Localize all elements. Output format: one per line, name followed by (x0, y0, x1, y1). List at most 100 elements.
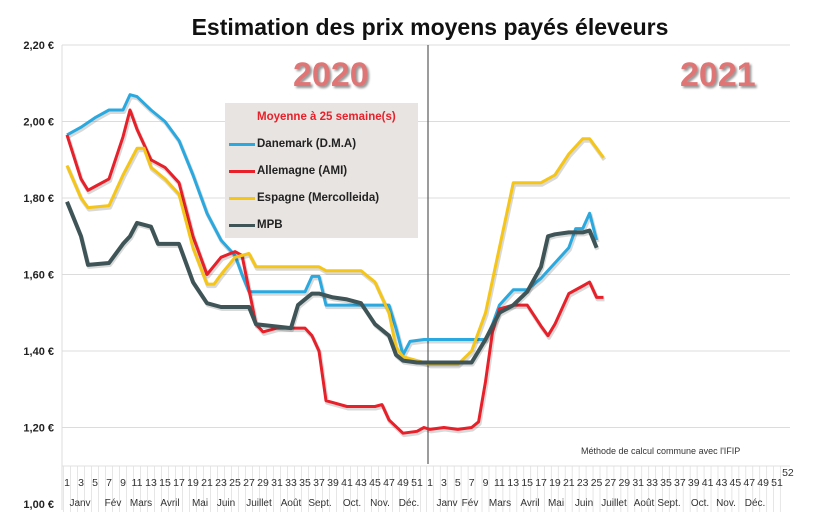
month-label: Oct. (691, 498, 709, 509)
month-label: Sept. (657, 498, 680, 509)
week-tick-label: 41 (702, 477, 714, 489)
week-tick-label: 31 (632, 477, 644, 489)
week-tick-label: 49 (757, 477, 769, 489)
week-tick-label: 33 (285, 477, 297, 489)
month-label: Avril (160, 498, 179, 509)
legend-swatch (229, 169, 255, 173)
week-tick-label: 33 (646, 477, 658, 489)
week-tick-label: 9 (120, 477, 126, 489)
series-line-allemagne (65, 108, 604, 435)
month-label: Juin (575, 498, 593, 509)
week-tick-label: 21 (201, 477, 213, 489)
week-tick-label: 29 (257, 477, 269, 489)
legend-label: Allemagne (AMI) (257, 165, 348, 177)
legend: Moyenne à 25 semaine(s) Danemark (D.M.A)… (225, 103, 418, 238)
month-label: Fév (105, 498, 122, 509)
y-tick-label: 1,80 € (23, 193, 54, 205)
week-tick-label: 19 (549, 477, 561, 489)
week-tick-label: 13 (145, 477, 157, 489)
week-tick-label: 11 (494, 477, 505, 489)
week-tick-label: 29 (618, 477, 630, 489)
week-tick-label: 25 (229, 477, 241, 489)
month-label: Oct. (343, 498, 361, 509)
month-label: Déc. (399, 498, 420, 509)
year-label-2021: 2021 (680, 56, 756, 94)
week-tick-label: 37 (313, 477, 325, 489)
week-tick-label: 15 (521, 477, 533, 489)
week-tick-label: 37 (674, 477, 686, 489)
month-label: Juillet (601, 498, 627, 509)
year-label-2020: 2020 (293, 56, 369, 94)
week-tick-label: 1 (427, 477, 433, 489)
week-tick-label: 41 (341, 477, 353, 489)
month-label: Mars (130, 498, 152, 509)
series-line-espagne (65, 137, 605, 366)
month-label: Nov. (716, 498, 736, 509)
week-tick-label: 7 (106, 477, 112, 489)
month-label: Mai (192, 498, 208, 509)
legend-item-espagne: Espagne (Mercolleida) (229, 192, 379, 204)
y-tick-label: 2,20 € (23, 40, 54, 52)
month-label: Juin (217, 498, 235, 509)
legend-label: MPB (257, 219, 283, 231)
week-tick-label: 7 (469, 477, 475, 489)
legend-label: Danemark (D.M.A) (257, 138, 357, 150)
y-tick-label: 1,20 € (23, 423, 54, 435)
month-label: Mars (489, 498, 511, 509)
week-tick-label: 17 (535, 477, 547, 489)
week-tick-label: 5 (92, 477, 98, 489)
y-tick-label: 2,00 € (23, 117, 54, 129)
week-tick-label: 21 (563, 477, 575, 489)
legend-item-mpb: MPB (229, 219, 283, 231)
month-label: Août (634, 498, 655, 509)
week-tick-label: 3 (441, 477, 447, 489)
method-note: Méthode de calcul commune avec l'IFIP (581, 446, 741, 456)
week-tick-label: 27 (243, 477, 255, 489)
legend-swatch (229, 142, 255, 146)
week-tick-label: 3 (78, 477, 84, 489)
legend-title: Moyenne à 25 semaine(s) (257, 111, 396, 123)
legend-item-danemark: Danemark (D.M.A) (229, 138, 356, 150)
legend-swatch (229, 196, 255, 200)
week-tick-label: 1 (64, 477, 70, 489)
month-label: Mai (548, 498, 564, 509)
legend-item-allemagne: Allemagne (AMI) (229, 165, 347, 177)
week-tick-label: 47 (383, 477, 395, 489)
y-tick-label: 1,60 € (23, 270, 54, 282)
week-tick-label: 52 (782, 467, 794, 479)
month-label: Sept. (308, 498, 331, 509)
week-tick-label: 39 (327, 477, 339, 489)
month-label: Fév (462, 498, 479, 509)
week-tick-label: 51 (771, 477, 783, 489)
month-label: Août (281, 498, 302, 509)
week-tick-label: 9 (483, 477, 489, 489)
month-label: Déc. (745, 498, 766, 509)
week-tick-label: 45 (369, 477, 381, 489)
week-tick-label: 35 (660, 477, 672, 489)
legend-label: Espagne (Mercolleida) (257, 192, 380, 204)
series-line-mpb (65, 201, 599, 365)
legend-swatch (229, 223, 255, 227)
y-tick-label: 1,00 € (23, 499, 54, 511)
month-label: Janv (69, 498, 90, 509)
week-tick-label: 15 (159, 477, 171, 489)
week-tick-label: 31 (271, 477, 283, 489)
month-label: Avril (520, 498, 539, 509)
y-tick-label: 1,40 € (23, 346, 54, 358)
month-label: Janv (436, 498, 457, 509)
week-tick-label: 23 (215, 477, 227, 489)
week-tick-label: 47 (743, 477, 755, 489)
week-tick-label: 11 (132, 477, 143, 489)
week-tick-label: 35 (299, 477, 311, 489)
month-label: Juillet (246, 498, 272, 509)
week-tick-label: 45 (730, 477, 742, 489)
week-tick-label: 51 (411, 477, 423, 489)
series-line-danemark (66, 93, 599, 357)
week-tick-label: 43 (355, 477, 367, 489)
week-tick-label: 17 (173, 477, 185, 489)
week-tick-label: 23 (577, 477, 589, 489)
chart-title: Estimation des prix moyens payés éleveur… (191, 14, 669, 40)
week-tick-label: 5 (455, 477, 461, 489)
